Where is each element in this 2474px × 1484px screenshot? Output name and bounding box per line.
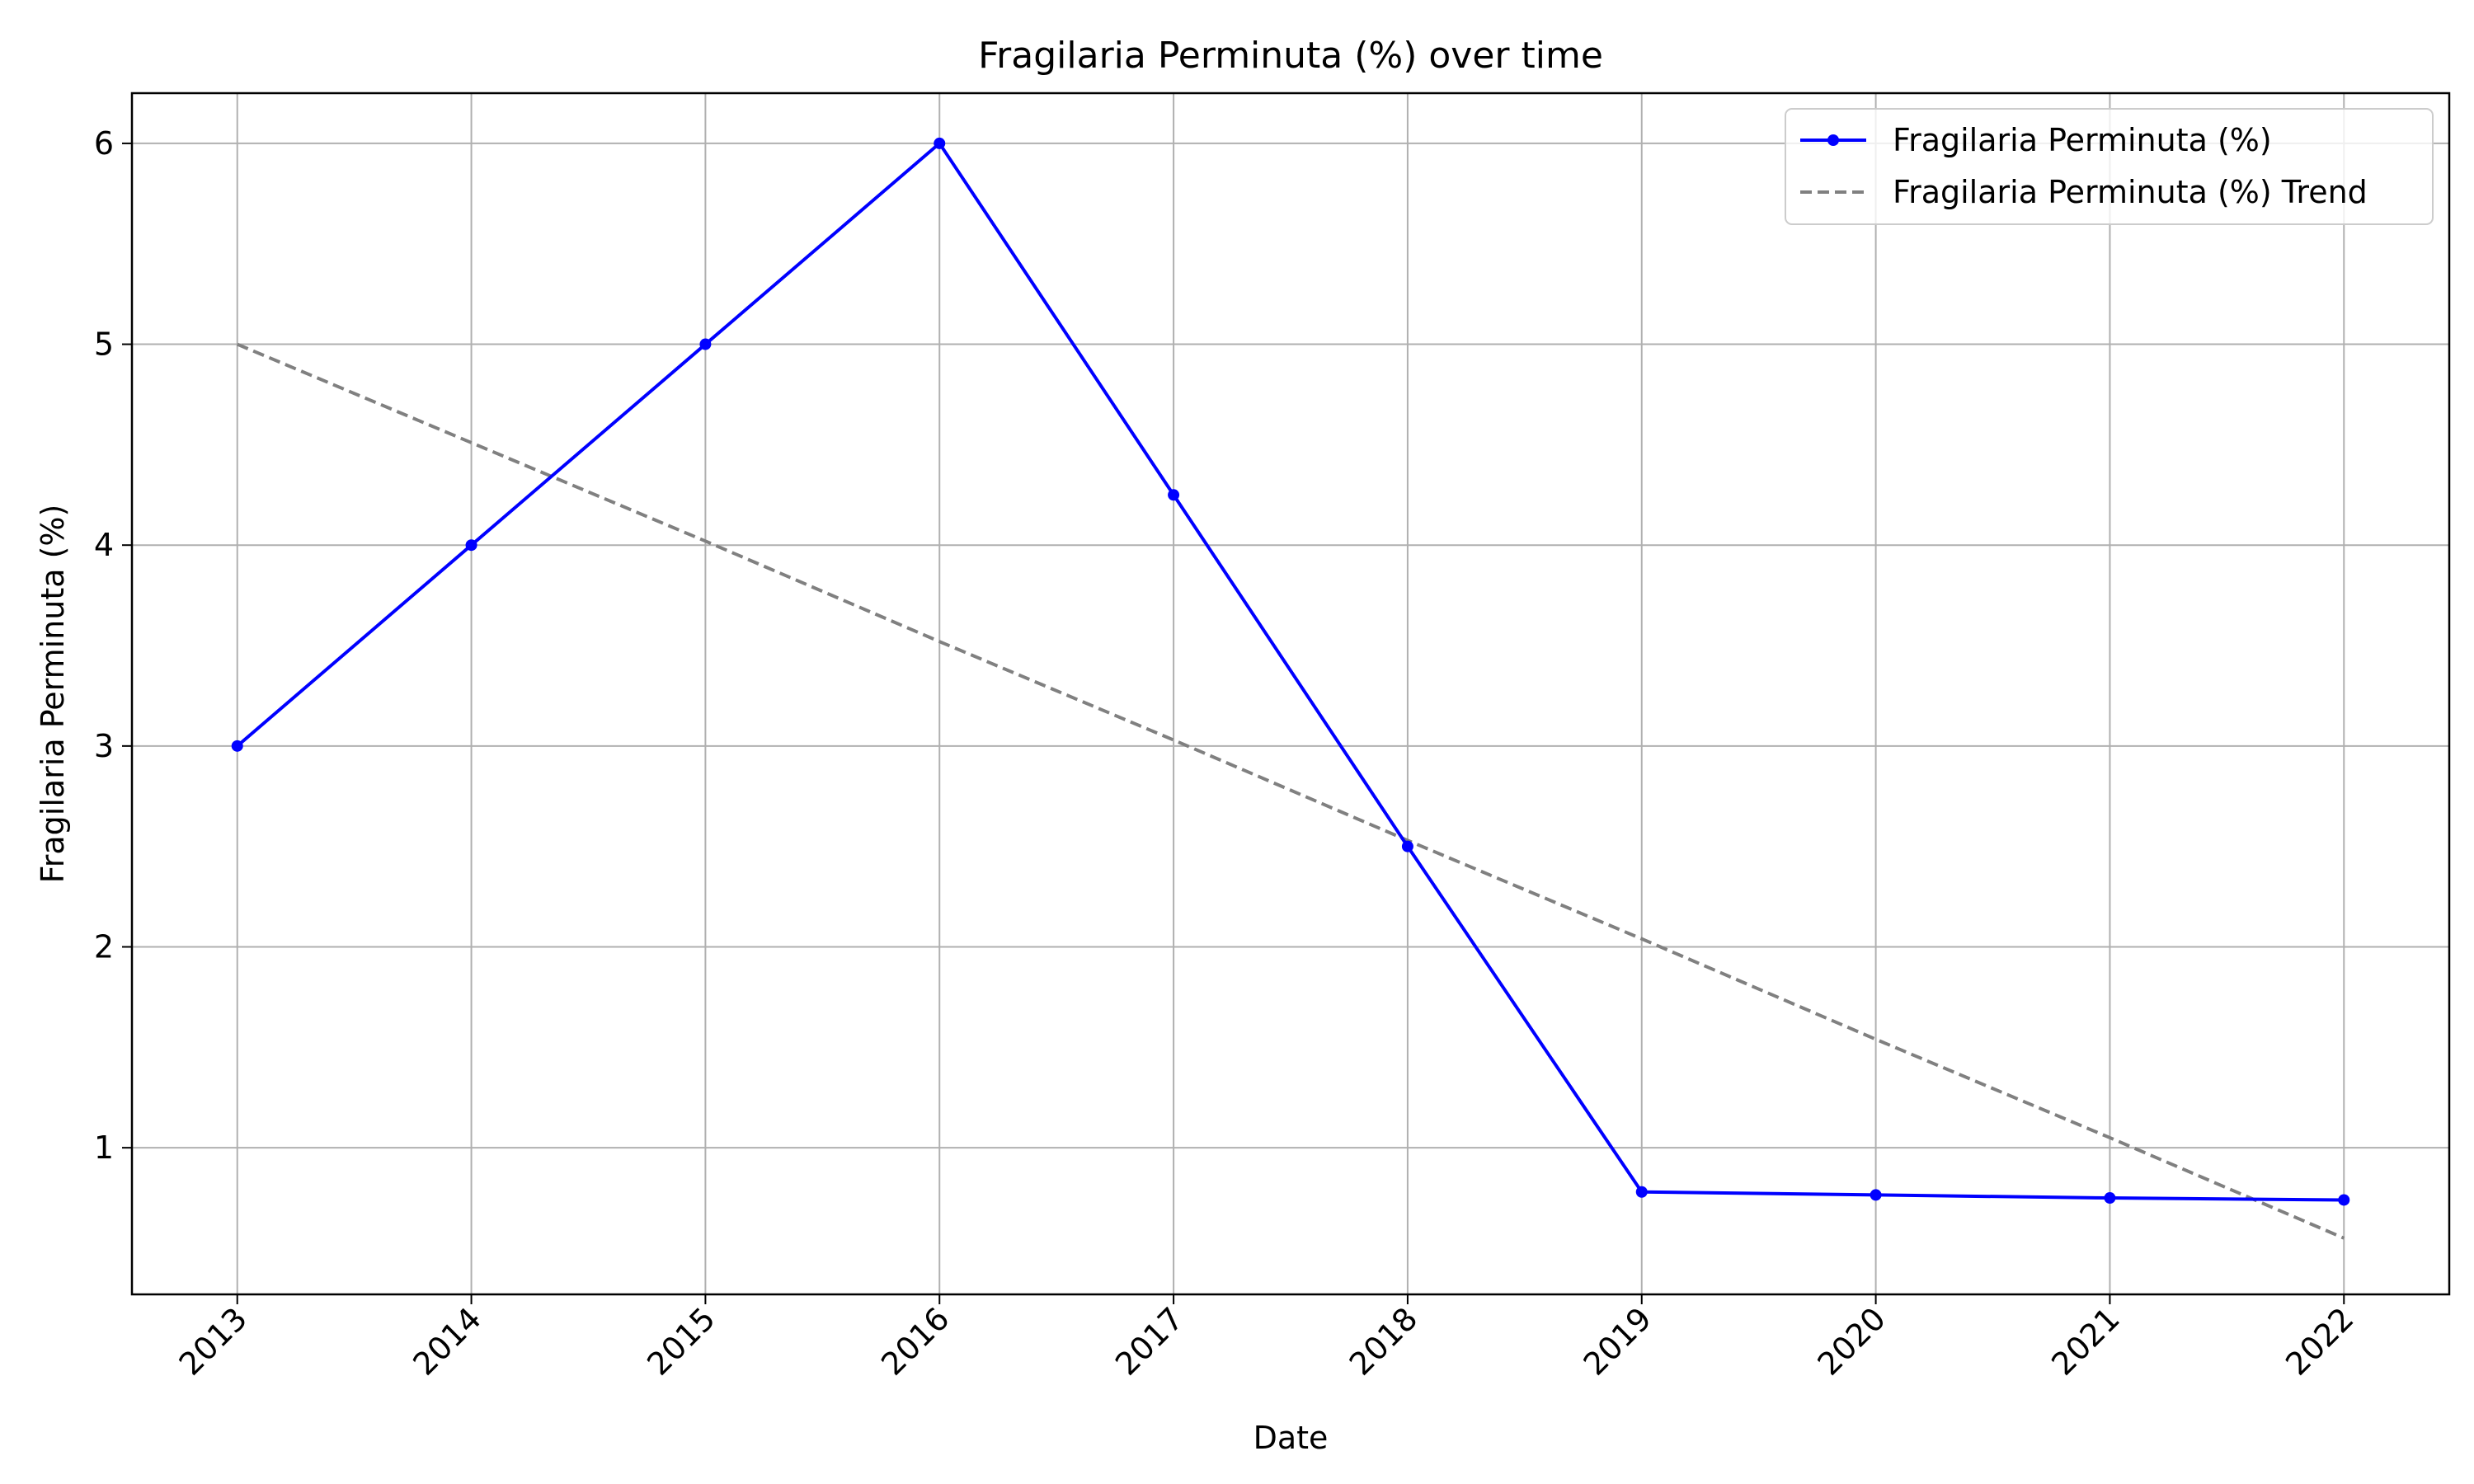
data-point bbox=[231, 740, 243, 752]
y-tick-label: 1 bbox=[94, 1129, 114, 1166]
legend-label: Fragilaria Perminuta (%) Trend bbox=[1893, 174, 2368, 210]
y-tick-label: 4 bbox=[94, 527, 114, 563]
data-point bbox=[1635, 1186, 1648, 1198]
y-tick-label: 3 bbox=[94, 728, 114, 764]
data-point bbox=[1401, 840, 1413, 852]
data-point bbox=[465, 539, 477, 552]
series-layer bbox=[231, 137, 2350, 1240]
grid bbox=[132, 93, 2449, 1294]
legend-label: Fragilaria Perminuta (%) bbox=[1893, 122, 2272, 158]
data-point bbox=[934, 137, 946, 149]
series-line-trend bbox=[236, 342, 2345, 1240]
y-tick-label: 2 bbox=[94, 928, 114, 965]
data-point bbox=[1168, 489, 1180, 501]
legend: Fragilaria Perminuta (%) Fragilaria Permi… bbox=[1785, 108, 2434, 225]
data-point bbox=[2338, 1194, 2350, 1206]
data-point bbox=[1870, 1189, 1882, 1201]
y-axis-label: Fragilaria Perminuta (%) bbox=[35, 505, 71, 884]
data-point bbox=[2104, 1192, 2116, 1205]
data-point bbox=[699, 338, 712, 350]
legend-entries: Fragilaria Perminuta (%) Fragilaria Permi… bbox=[1800, 122, 2368, 210]
x-axis-label: Date bbox=[1253, 1420, 1329, 1456]
plot-frame bbox=[130, 92, 2451, 1296]
y-tick-label: 6 bbox=[94, 125, 114, 162]
y-tick-label: 5 bbox=[94, 326, 114, 363]
chart-title: Fragilaria Perminuta (%) over time bbox=[978, 35, 1603, 77]
legend-swatch-marker bbox=[1827, 134, 1839, 146]
series-line-main bbox=[236, 141, 2345, 1202]
legend-box bbox=[1785, 108, 2434, 225]
